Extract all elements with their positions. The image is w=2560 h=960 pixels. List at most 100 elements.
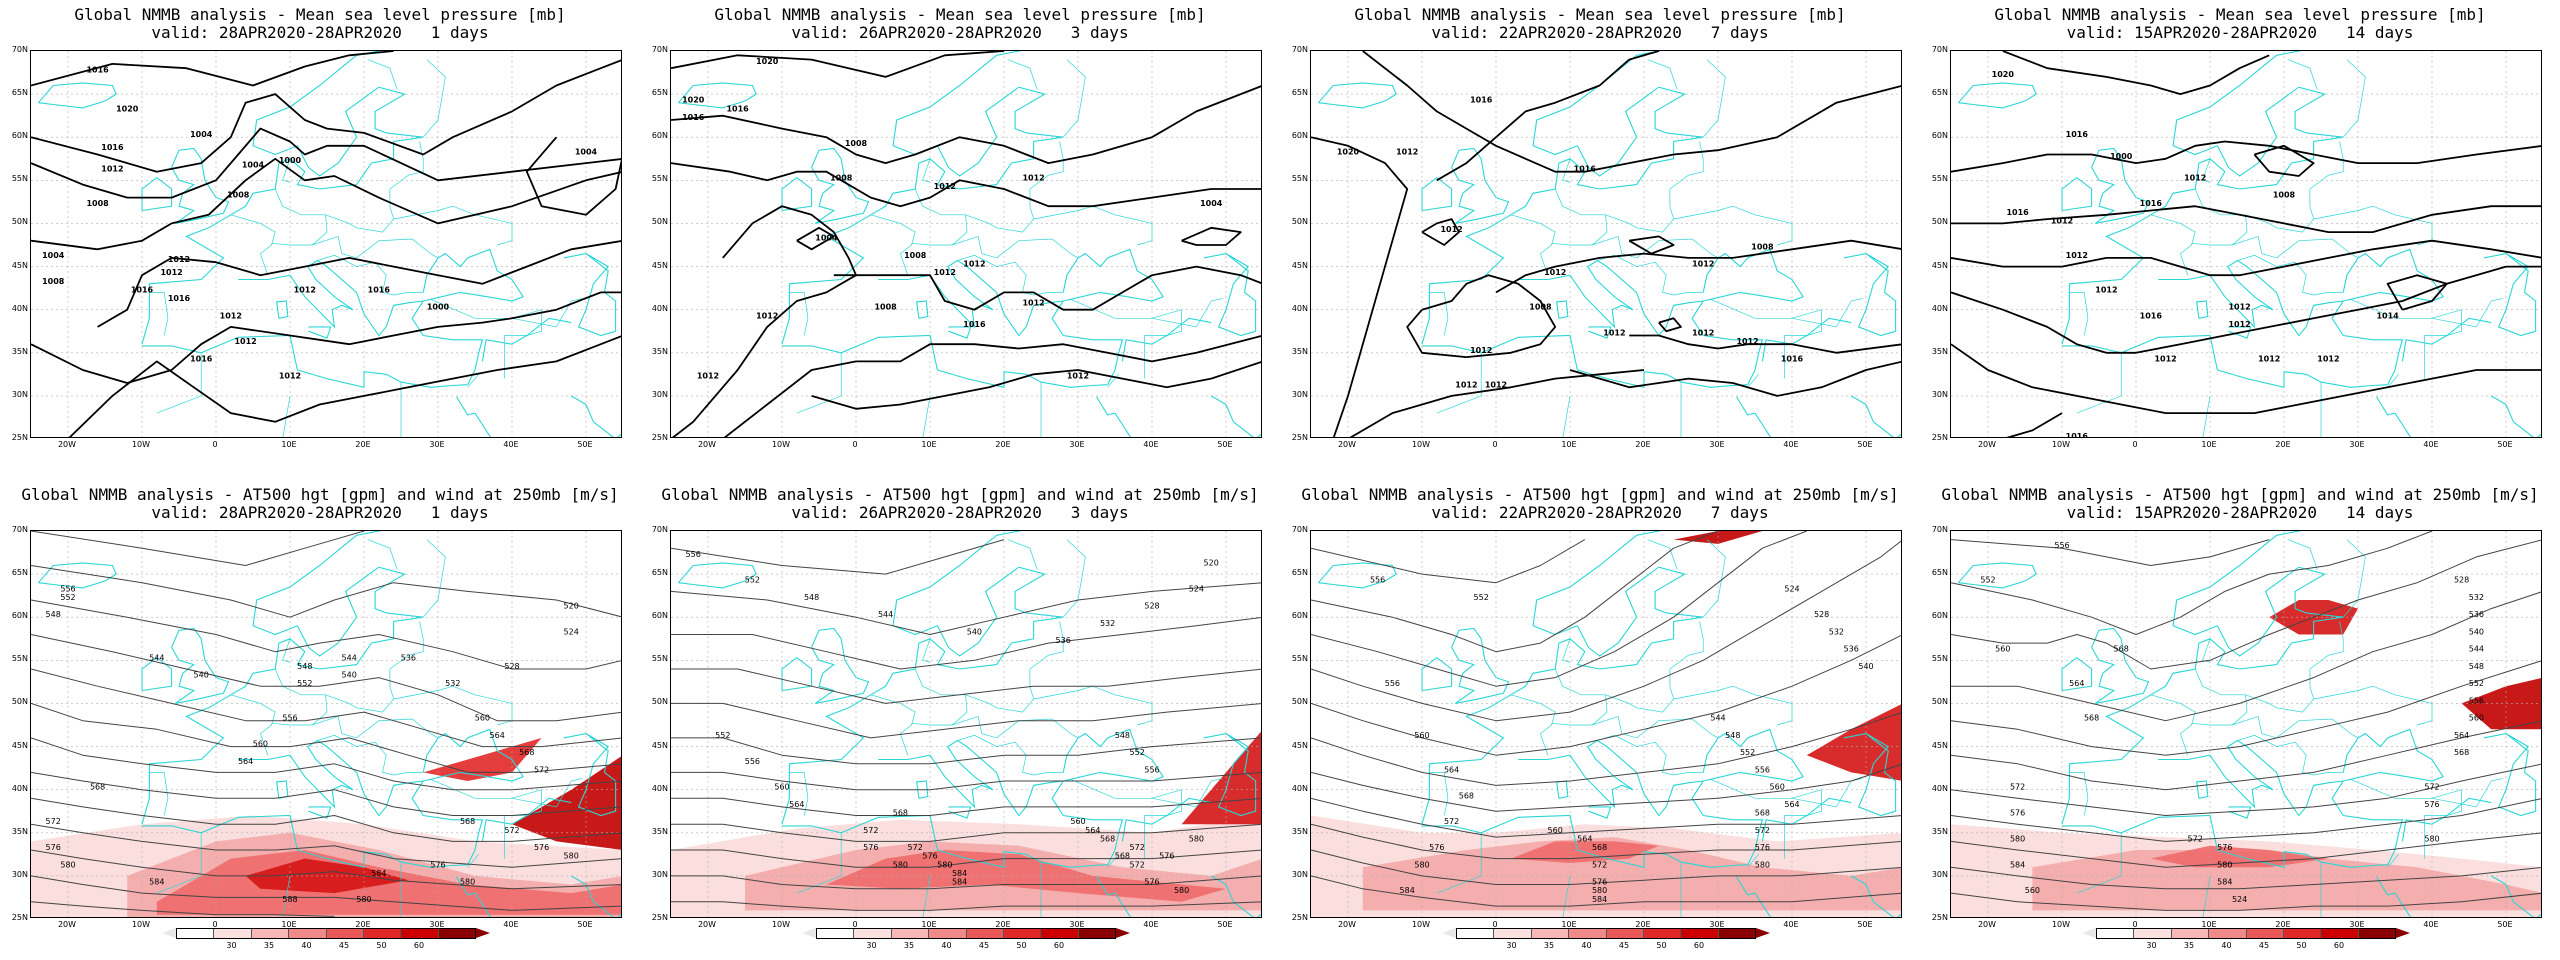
contour-label: 1008 <box>830 173 853 182</box>
contour-label: 528 <box>1144 602 1159 611</box>
lat-tick-label: 55N <box>1291 174 1308 184</box>
isobar <box>1349 369 1645 437</box>
country-border <box>149 292 169 336</box>
lat-tick-label: 25N <box>1291 433 1308 442</box>
coastline <box>1421 51 1704 345</box>
contour-label: 1020 <box>1337 147 1360 156</box>
contour-label: 580 <box>2424 834 2439 843</box>
coastline <box>781 177 813 212</box>
coastline <box>916 780 929 799</box>
map-canvas: 5565525485445405365325285245205525565605… <box>671 531 1261 917</box>
contour-label: 1012 <box>2066 251 2088 260</box>
contour-label: 568 <box>1592 843 1607 852</box>
panel-title: Global NMMB analysis - Mean sea level pr… <box>1354 5 1846 24</box>
isohypse <box>31 599 621 670</box>
isobar <box>1951 265 2541 354</box>
lat-tick-label: 35N <box>651 826 668 836</box>
contour-label: 560 <box>2469 714 2484 723</box>
lon-tick-label: 0 <box>2132 920 2138 929</box>
country-border <box>957 254 1064 296</box>
lon-tick-label: 10E <box>1561 920 1577 929</box>
contour-label: 1020 <box>682 96 705 105</box>
coastline <box>781 531 1064 825</box>
country-border <box>230 694 276 756</box>
country-border <box>922 158 931 183</box>
coastline <box>1096 876 1132 917</box>
coastline <box>1062 248 1164 302</box>
lon-tick-label: 0 <box>212 920 218 929</box>
contour-label: 552 <box>1474 593 1489 602</box>
contour-label: 584 <box>149 878 164 887</box>
country-border <box>789 772 809 816</box>
colorbar-label: 45 <box>978 941 990 950</box>
contour-label: 560 <box>1995 645 2010 654</box>
country-border <box>1107 854 1119 868</box>
lat-tick-label: 55N <box>651 654 668 664</box>
lat-tick-label: 55N <box>1931 174 1948 184</box>
coastline <box>570 395 621 437</box>
country-border <box>1747 854 1759 868</box>
coastline <box>782 334 1108 388</box>
lat-tick-label: 50N <box>1931 697 1948 707</box>
country-border <box>1144 815 1167 859</box>
lon-tick-label: 20W <box>57 440 77 449</box>
lon-tick-label: 50E <box>1857 920 1873 929</box>
map-canvas: 1016 1020 1016 1012 1008 1004 1000 1004 1008 1012… <box>31 51 621 437</box>
coastline <box>1421 531 1704 825</box>
country-border <box>1033 205 1153 246</box>
country-border <box>1551 668 1608 726</box>
coastline <box>2342 248 2444 302</box>
coastline <box>1421 657 1453 692</box>
lon-tick-label: 10E <box>281 920 297 929</box>
contour-label: 1012 <box>234 337 256 346</box>
contour-label: 1008 <box>1751 242 1774 251</box>
contour-label: 568 <box>519 748 534 757</box>
lat-tick-label: 45N <box>1291 260 1308 270</box>
contour-label: 548 <box>1725 731 1740 740</box>
colorbar-swatch <box>326 929 364 938</box>
isohypse <box>1311 540 1901 722</box>
contour-label: 524 <box>1189 584 1204 593</box>
contour-label: 1016 <box>1470 96 1493 105</box>
panel-title: Global NMMB analysis - AT500 hgt [gpm] a… <box>1941 485 2539 504</box>
isobar <box>1406 274 1557 359</box>
lat-tick-label: 35N <box>1931 346 1948 356</box>
lat-tick-label: 30N <box>651 389 668 399</box>
colorbar-swatch <box>177 929 215 938</box>
country-border <box>2191 668 2248 726</box>
lon-tick-label: 20E <box>1635 920 1651 929</box>
contour-label: 1012 <box>168 255 190 264</box>
lon-tick-label: 40E <box>1783 920 1799 929</box>
lat-tick-label: 40N <box>651 303 668 313</box>
isohypse <box>1311 875 1901 907</box>
coastline <box>1702 728 1804 782</box>
contour-label: 1020 <box>1992 70 2015 79</box>
lat-tick-label: 60N <box>11 131 28 141</box>
lat-tick-label: 60N <box>1291 131 1308 141</box>
colorbar-swatch <box>2097 929 2135 938</box>
isohypse <box>1311 539 1586 584</box>
lon-tick-label: 20E <box>1635 440 1651 449</box>
colorbar-label: 35 <box>263 941 275 950</box>
contour-label: 568 <box>1115 852 1130 861</box>
isobar <box>2386 274 2448 311</box>
country-border <box>870 694 916 756</box>
coastline <box>1588 806 1612 819</box>
contour-label: 532 <box>1829 627 1844 636</box>
coastline <box>2376 876 2412 917</box>
coastline <box>1203 733 1257 817</box>
contour-label: 1004 <box>575 147 598 156</box>
country-border <box>1791 298 1863 328</box>
lat-tick-label: 55N <box>1931 654 1948 664</box>
coastline <box>1957 562 2037 589</box>
contour-label: 556 <box>686 550 701 559</box>
country-border <box>422 539 446 618</box>
country-border <box>2232 715 2359 739</box>
country-border <box>1791 778 1863 808</box>
coastline <box>422 728 524 782</box>
colorbar-swatch <box>438 929 475 938</box>
contour-label: 552 <box>1130 748 1145 757</box>
lat-tick-label: 65N <box>1931 568 1948 578</box>
country-border <box>2431 298 2503 328</box>
lat-tick-label: 45N <box>1931 740 1948 750</box>
